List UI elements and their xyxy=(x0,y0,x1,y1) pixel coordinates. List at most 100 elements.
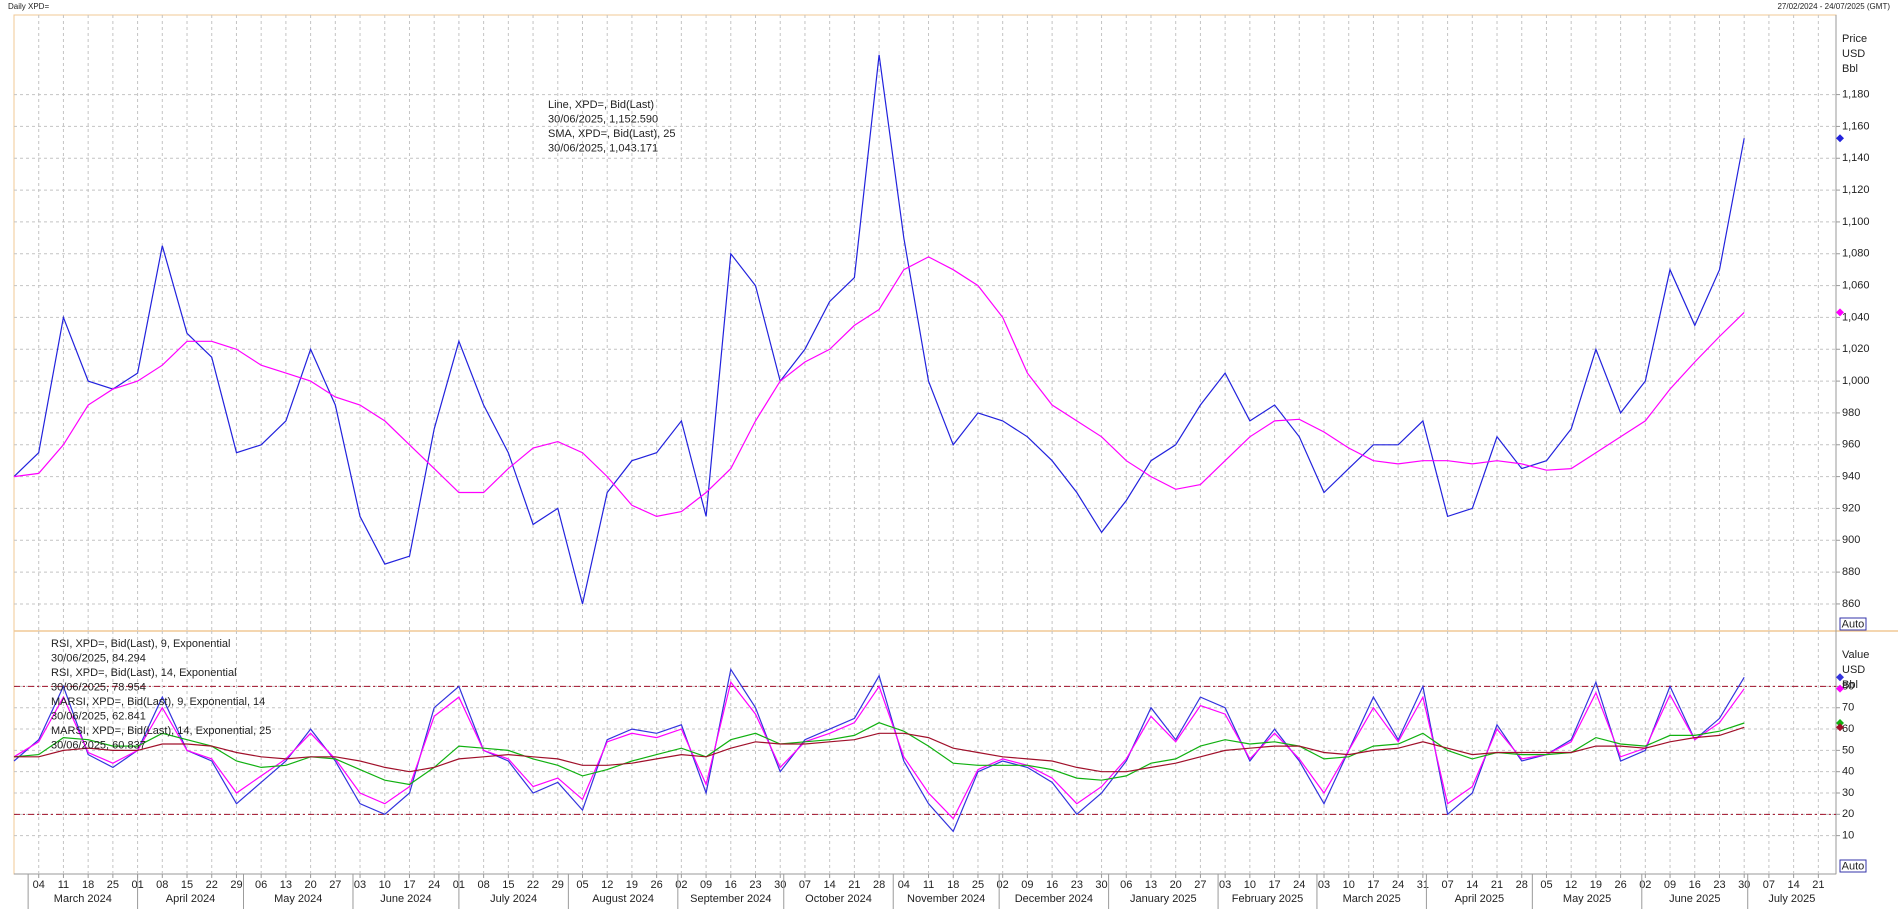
x-tick-label: 07 xyxy=(799,879,811,891)
month-label: April 2024 xyxy=(166,893,216,905)
series-line xyxy=(13,667,1745,833)
x-tick-label: 08 xyxy=(477,879,489,891)
last-value-marker xyxy=(1836,684,1844,693)
legend-detail: 30/06/2025, 60.837 xyxy=(51,739,146,751)
x-tick-label: 06 xyxy=(1120,879,1132,891)
legend-name: SMA, XPD=, Bid(Last), 25 xyxy=(548,128,675,140)
x-tick-label: 13 xyxy=(280,879,292,891)
x-tick-label: 29 xyxy=(552,879,564,891)
auto-button-frame[interactable] xyxy=(1839,617,1867,631)
x-tick-label: 09 xyxy=(1021,879,1033,891)
y-tick-label: 940 xyxy=(1842,471,1860,483)
x-tick-label: 24 xyxy=(1392,879,1404,891)
axis-title: Price xyxy=(1842,33,1867,45)
legend-detail: 30/06/2025, 1,152.590 xyxy=(548,113,658,125)
x-tick-label: 07 xyxy=(1441,879,1453,891)
month-label: August 2024 xyxy=(592,893,654,905)
y-tick-label: 1,020 xyxy=(1842,343,1870,355)
y-tick-label: 40 xyxy=(1842,766,1854,778)
y-tick-label: 20 xyxy=(1842,808,1854,820)
month-label: November 2024 xyxy=(907,893,985,905)
y-tick-label: 1,060 xyxy=(1842,280,1870,292)
x-tick-label: 21 xyxy=(1812,879,1824,891)
legend-name: MARSI, XPD=, Bid(Last), 9, Exponential, … xyxy=(51,696,265,708)
auto-button-frame[interactable] xyxy=(1839,859,1867,873)
x-tick-label: 23 xyxy=(1713,879,1725,891)
auto-button-bottom[interactable]: Auto xyxy=(1839,859,1867,873)
x-tick-label: 06 xyxy=(255,879,267,891)
month-label: February 2025 xyxy=(1232,893,1304,905)
auto-button-top[interactable]: Auto xyxy=(1839,617,1867,631)
legend-name: RSI, XPD=, Bid(Last), 9, Exponential xyxy=(51,638,230,650)
x-tick-label: 30 xyxy=(1738,879,1750,891)
x-tick-label: 23 xyxy=(1071,879,1083,891)
legend-detail: 30/06/2025, 78.954 xyxy=(51,681,146,693)
x-tick-label: 19 xyxy=(626,879,638,891)
x-tick-label: 16 xyxy=(1046,879,1058,891)
x-tick-label: 18 xyxy=(947,879,959,891)
x-tick-label: 26 xyxy=(1614,879,1626,891)
x-tick-label: 29 xyxy=(230,879,242,891)
x-tick-label: 05 xyxy=(576,879,588,891)
x-tick-label: 25 xyxy=(972,879,984,891)
x-tick-label: 02 xyxy=(675,879,687,891)
month-label: September 2024 xyxy=(690,893,771,905)
legend-detail: 30/06/2025, 84.294 xyxy=(51,652,146,664)
x-tick-label: 02 xyxy=(1639,879,1651,891)
x-tick-label: 15 xyxy=(502,879,514,891)
month-label: March 2025 xyxy=(1343,893,1401,905)
x-tick-label: 30 xyxy=(1095,879,1107,891)
x-tick-label: 20 xyxy=(304,879,316,891)
axis-title: Bbl xyxy=(1842,679,1858,691)
month-label: July 2025 xyxy=(1768,893,1815,905)
x-tick-label: 07 xyxy=(1763,879,1775,891)
x-tick-label: 08 xyxy=(156,879,168,891)
month-label: April 2025 xyxy=(1455,893,1505,905)
x-tick-label: 24 xyxy=(428,879,440,891)
x-tick-label: 10 xyxy=(1343,879,1355,891)
x-tick-label: 04 xyxy=(33,879,45,891)
x-tick-label: 12 xyxy=(601,879,613,891)
x-tick-label: 30 xyxy=(774,879,786,891)
x-tick-label: 02 xyxy=(997,879,1009,891)
month-label: May 2024 xyxy=(274,893,322,905)
y-tick-label: 900 xyxy=(1842,534,1860,546)
x-tick-label: 14 xyxy=(824,879,836,891)
y-tick-label: 80 xyxy=(1842,680,1854,692)
auto-button-text[interactable]: Auto xyxy=(1842,618,1865,630)
x-tick-label: 27 xyxy=(1194,879,1206,891)
auto-button-text[interactable]: Auto xyxy=(1842,860,1865,872)
x-tick-label: 19 xyxy=(1590,879,1602,891)
y-tick-label: 1,140 xyxy=(1842,152,1870,164)
axis-title: USD xyxy=(1842,48,1865,60)
last-value-marker xyxy=(1836,723,1844,732)
axis-title: USD xyxy=(1842,664,1865,676)
x-tick-label: 12 xyxy=(1565,879,1577,891)
y-tick-label: 30 xyxy=(1842,787,1854,799)
y-tick-label: 1,040 xyxy=(1842,311,1870,323)
y-tick-label: 1,160 xyxy=(1842,120,1870,132)
panel: 860 880 900 920 940 960 980 1,000 1,020 1,040 1,06… xyxy=(13,15,1870,631)
series-line xyxy=(13,54,1745,605)
month-label: May 2025 xyxy=(1563,893,1611,905)
x-tick-label: 24 xyxy=(1293,879,1305,891)
y-tick-label: 1,000 xyxy=(1842,375,1870,387)
x-tick-label: 16 xyxy=(725,879,737,891)
y-tick-label: 1,120 xyxy=(1842,184,1870,196)
month-label: December 2024 xyxy=(1015,893,1093,905)
x-tick-label: 13 xyxy=(1145,879,1157,891)
month-label: October 2024 xyxy=(805,893,872,905)
y-tick-label: 70 xyxy=(1842,702,1854,714)
x-tick-label: 09 xyxy=(700,879,712,891)
month-label: June 2025 xyxy=(1669,893,1720,905)
y-tick-label: 1,080 xyxy=(1842,248,1870,260)
x-tick-label: 11 xyxy=(58,879,69,891)
x-tick-label: 04 xyxy=(898,879,910,891)
header-right: 27/02/2024 - 24/07/2025 (GMT) xyxy=(1777,2,1890,11)
legend-name: RSI, XPD=, Bid(Last), 14, Exponential xyxy=(51,667,237,679)
x-tick-label: 10 xyxy=(1244,879,1256,891)
x-tick-label: 03 xyxy=(354,879,366,891)
y-tick-label: 860 xyxy=(1842,598,1860,610)
